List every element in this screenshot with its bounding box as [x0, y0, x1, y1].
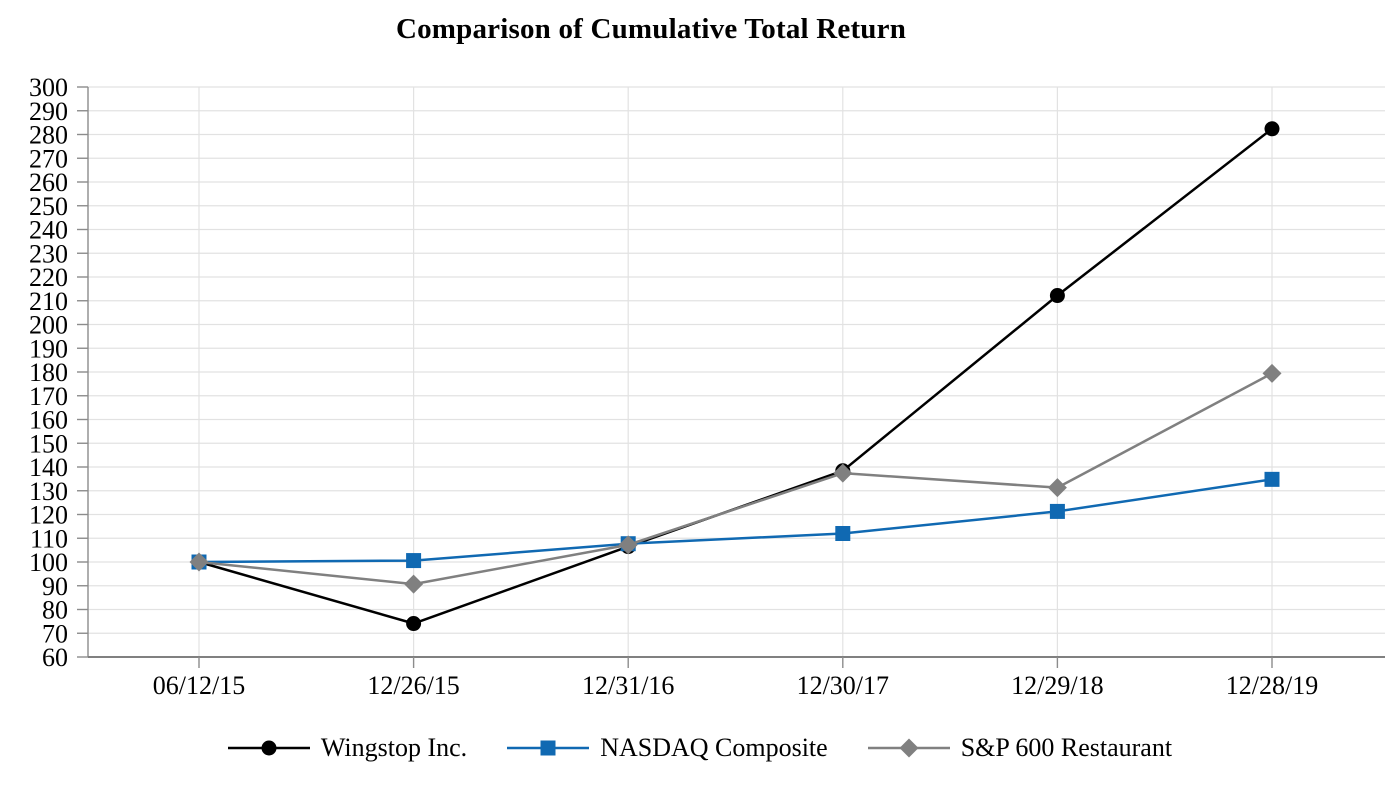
x-tick-label: 06/12/15 [153, 671, 245, 700]
legend-diamond-icon [899, 738, 919, 758]
series-line-nasdaq-composite [197, 478, 1274, 564]
y-tick-label: 220 [29, 263, 68, 292]
s-p-600-restaurant-marker [833, 463, 853, 483]
y-tick-label: 110 [30, 524, 68, 553]
y-tick-label: 80 [42, 596, 68, 625]
y-tick-label: 130 [29, 477, 68, 506]
y-tick-label: 160 [29, 406, 68, 435]
y-tick-label: 240 [29, 216, 68, 245]
nasdaq-composite-marker [1049, 503, 1065, 519]
y-tick-label: 170 [29, 382, 68, 411]
nasdaq-composite-marker [1264, 471, 1280, 487]
chart-title: Comparison of Cumulative Total Return [395, 13, 907, 45]
y-tick-label: 230 [29, 239, 68, 268]
s-p-600-restaurant-marker [404, 574, 424, 594]
y-tick-label: 100 [29, 548, 68, 577]
y-tick-label: 270 [29, 144, 68, 173]
y-tick-label: 120 [29, 501, 68, 530]
y-tick-label: 280 [29, 121, 68, 150]
x-tick-label: 12/29/18 [1011, 671, 1103, 700]
legend-label: NASDAQ Composite [600, 733, 828, 762]
legend-item-wingstop-inc: Wingstop Inc. [227, 733, 468, 763]
y-tick-label: 260 [29, 168, 68, 197]
legend-marker-wingstop-inc [227, 740, 310, 756]
y-tick-label: 250 [29, 192, 68, 221]
series-wingstop-inc [191, 121, 1280, 632]
x-tick-label: 12/31/16 [582, 671, 674, 700]
s-p-600-restaurant-marker [189, 552, 209, 572]
legend-item-s-p-600-restaurant: S&P 600 Restaurant [867, 733, 1173, 763]
y-tick-label: 210 [29, 287, 68, 316]
legend-marker-nasdaq-composite [507, 740, 590, 756]
legend-label: Wingstop Inc. [320, 733, 468, 762]
y-tick-label: 90 [42, 572, 68, 601]
y-tick-label: 60 [42, 643, 68, 672]
wingstop-inc-marker [406, 616, 422, 632]
s-p-600-restaurant-marker [618, 535, 638, 555]
y-tick-label: 70 [42, 619, 68, 648]
s-p-600-restaurant-marker [1047, 478, 1067, 498]
wingstop-inc-marker [1264, 121, 1280, 137]
y-tick-label: 290 [29, 97, 68, 126]
series-line-s-p-600-restaurant [197, 372, 1274, 586]
chart-legend: Wingstop Inc. NASDAQ Composite S&P 600 Res… [0, 733, 1400, 763]
cumulative-return-line-chart: 6070809010011012013014015016017018019020… [29, 73, 1385, 700]
series-s-p-600-restaurant [189, 363, 1282, 594]
y-tick-label: 190 [29, 334, 68, 363]
wingstop-inc-marker [1049, 288, 1065, 304]
y-tick-label: 140 [29, 453, 68, 482]
y-tick-label: 300 [29, 73, 68, 102]
legend-item-nasdaq-composite: NASDAQ Composite [507, 733, 828, 763]
x-tick-label: 12/30/17 [797, 671, 889, 700]
series-nasdaq-composite [191, 471, 1280, 570]
legend-square-icon [540, 740, 556, 756]
legend-label: S&P 600 Restaurant [960, 733, 1173, 762]
x-tick-label: 12/28/19 [1226, 671, 1318, 700]
s-p-600-restaurant-marker [1262, 363, 1282, 383]
y-tick-label: 200 [29, 311, 68, 340]
nasdaq-composite-marker [406, 553, 422, 569]
nasdaq-composite-marker [835, 526, 851, 541]
y-tick-label: 180 [29, 358, 68, 387]
x-tick-label: 12/26/15 [367, 671, 459, 700]
y-tick-label: 150 [29, 429, 68, 458]
legend-circle-icon [261, 740, 277, 756]
series-line-wingstop-inc [197, 127, 1274, 625]
legend-marker-s-p-600-restaurant [867, 738, 950, 758]
